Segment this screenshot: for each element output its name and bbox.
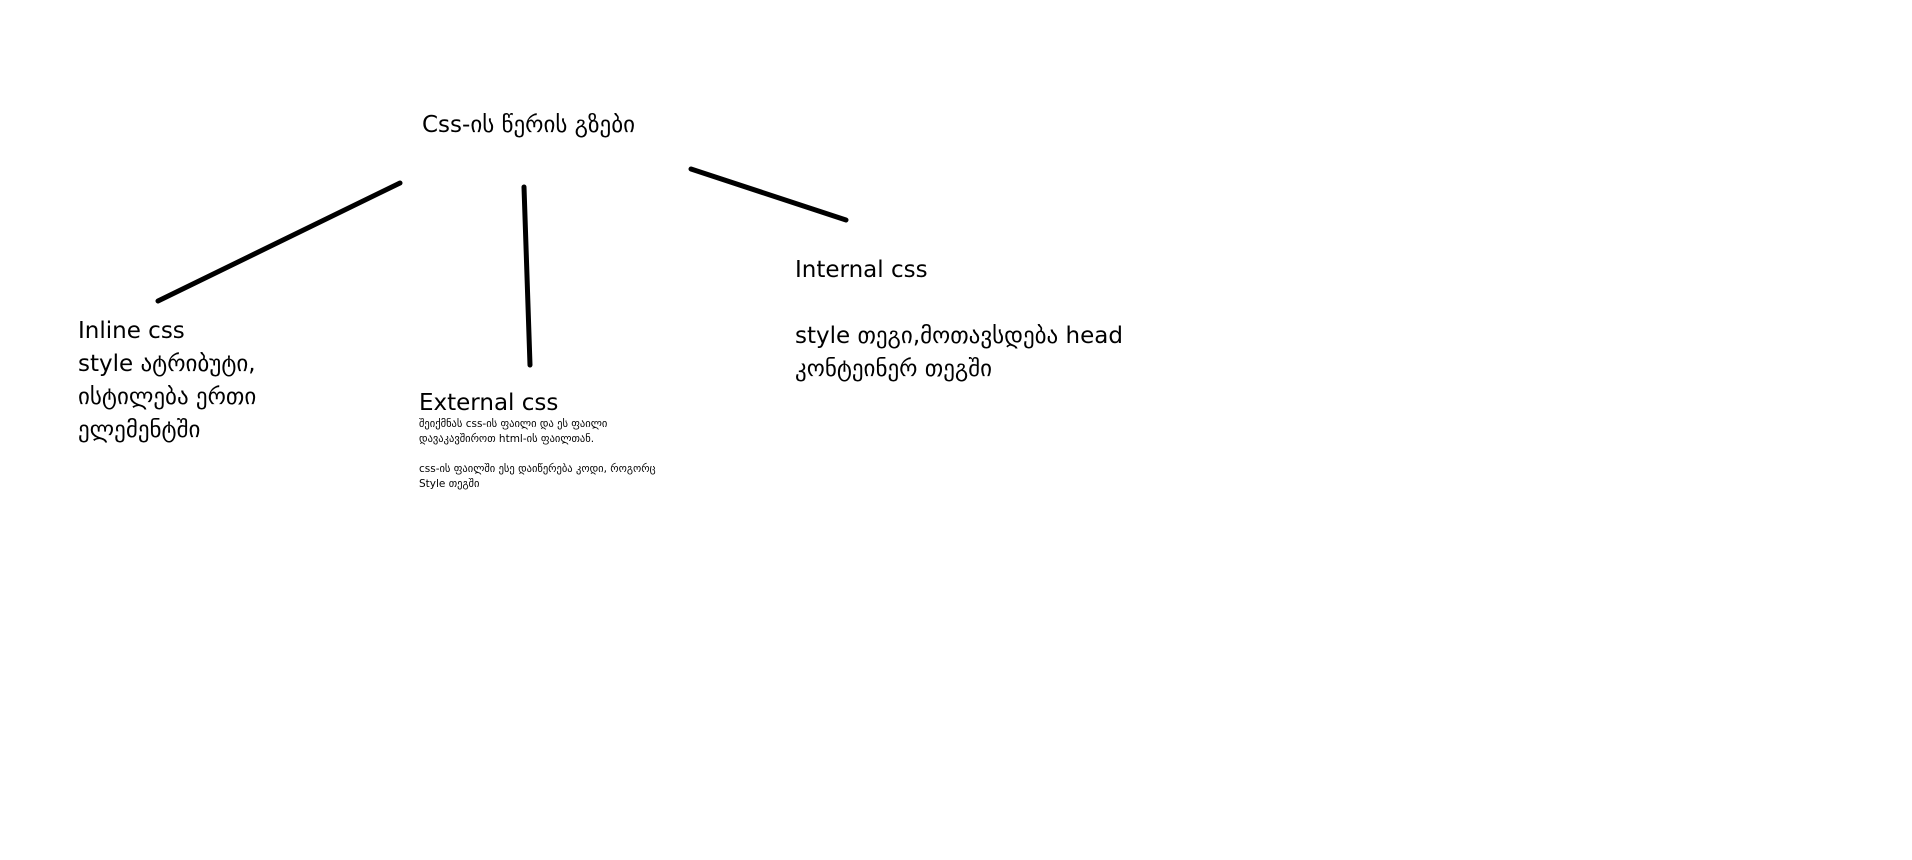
external-css-title: External css <box>419 390 559 416</box>
inline-css-line: ელემენტში <box>78 417 201 443</box>
connector-to-external <box>521 184 533 368</box>
connector-to-internal <box>688 166 849 223</box>
spacer <box>795 287 1123 320</box>
connector-to-inline <box>155 180 403 304</box>
diagram-title: Css-ის წერის გზები <box>422 112 636 138</box>
inline-css-line: style ატრიბუტი, <box>78 351 256 377</box>
spacer <box>419 447 656 462</box>
external-css-desc-line: css-ის ფაილში ესე დაიწერება კოდი, როგორც <box>419 463 656 475</box>
inline-css-node: Inline css style ატრიბუტი, ისტილება ერთი… <box>78 315 256 447</box>
inline-css-title: Inline css <box>78 318 185 344</box>
internal-css-line: კონტეინერ თეგში <box>795 356 993 382</box>
external-css-desc-line: Style თეგში <box>419 478 480 490</box>
internal-css-title: Internal css <box>795 257 928 283</box>
external-css-node: External css შეიქმნას css-ის ფაილი და ეს… <box>419 389 656 492</box>
internal-css-line: style თეგი,მოთავსდება head <box>795 323 1123 349</box>
external-css-desc-line: დავაკავშიროთ html-ის ფაილთან. <box>419 433 595 445</box>
internal-css-node: Internal css style თეგი,მოთავსდება head … <box>795 254 1123 386</box>
inline-css-line: ისტილება ერთი <box>78 384 257 410</box>
external-css-description: შეიქმნას css-ის ფაილი და ეს ფაილი დავაკა… <box>419 417 656 492</box>
external-css-desc-line: შეიქმნას css-ის ფაილი და ეს ფაილი <box>419 418 608 430</box>
